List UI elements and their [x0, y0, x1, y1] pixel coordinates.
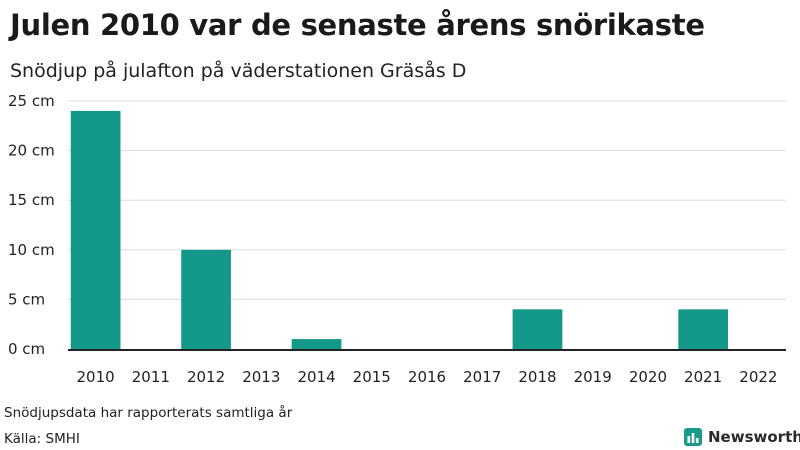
bars [70, 110, 729, 349]
bar-2012 [181, 249, 231, 349]
x-tick-label: 2010 [77, 368, 115, 386]
x-tick-label: 2016 [408, 368, 446, 386]
x-tick-label: 2021 [684, 368, 722, 386]
x-tick-label: 2018 [518, 368, 556, 386]
x-tick-label: 2014 [297, 368, 335, 386]
y-tick-label: 0 cm [8, 340, 45, 358]
footnote: Snödjupsdata har rapporterats samtliga å… [4, 405, 293, 421]
x-tick-label: 2011 [132, 368, 170, 386]
x-tick-label: 2015 [353, 368, 391, 386]
chart-title: Julen 2010 var de senaste årens snörikas… [10, 8, 705, 42]
x-tick-label: 2020 [629, 368, 667, 386]
bar-2018 [512, 309, 563, 349]
y-tick-label: 20 cm [8, 142, 55, 160]
y-axis-ticks: 0 cm 5 cm 10 cm 15 cm 20 cm 25 cm [8, 92, 55, 358]
bar-2021 [678, 309, 729, 349]
x-tick-label: 2022 [739, 368, 777, 386]
x-tick-label: 2012 [187, 368, 225, 386]
brand-name: Newsworthy [708, 428, 800, 446]
source-credit: Källa: SMHI [4, 431, 80, 447]
gridlines [68, 100, 786, 300]
y-tick-label: 15 cm [8, 191, 55, 209]
y-tick-label: 25 cm [8, 92, 55, 110]
y-tick-label: 5 cm [8, 290, 45, 308]
x-tick-label: 2013 [242, 368, 280, 386]
x-tick-label: 2019 [574, 368, 612, 386]
chart-subtitle: Snödjup på julafton på väderstationen Gr… [10, 60, 467, 82]
bar-2010 [70, 110, 121, 349]
newsworthy-logo-icon [684, 428, 702, 446]
x-tick-label: 2017 [463, 368, 501, 386]
brand-logo: Newsworthy [684, 426, 800, 448]
y-tick-label: 10 cm [8, 241, 55, 259]
x-axis-ticks: 2010 2011 2012 2013 2014 2015 2016 2017 2018 2019… [77, 368, 778, 386]
bar-2014 [291, 339, 342, 349]
